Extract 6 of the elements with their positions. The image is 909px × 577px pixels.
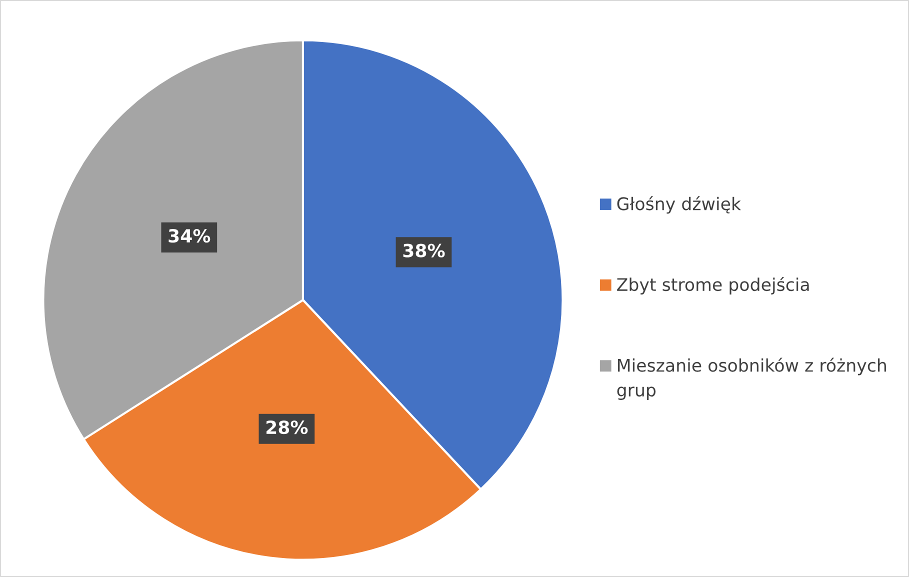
legend-label: Głośny dźwięk [617, 196, 741, 214]
data-label: 38% [403, 244, 445, 258]
data-label: 34% [168, 229, 210, 243]
legend-label: Zbyt strome podejścia [617, 276, 809, 294]
data-label: 28% [266, 420, 308, 434]
legend-label: Mieszanie osobników z różnych grup [617, 358, 886, 400]
